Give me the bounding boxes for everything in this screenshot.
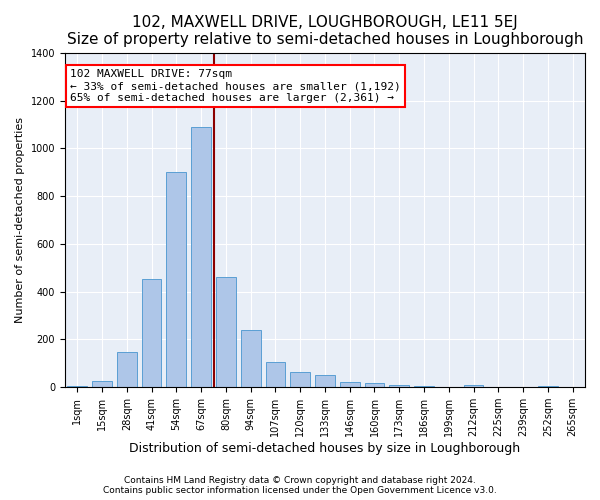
- Bar: [414, 386, 434, 387]
- Bar: [92, 380, 112, 387]
- Text: 102 MAXWELL DRIVE: 77sqm
← 33% of semi-detached houses are smaller (1,192)
65% o: 102 MAXWELL DRIVE: 77sqm ← 33% of semi-d…: [70, 70, 401, 102]
- X-axis label: Distribution of semi-detached houses by size in Loughborough: Distribution of semi-detached houses by …: [130, 442, 521, 455]
- Bar: [340, 382, 359, 387]
- Bar: [142, 278, 161, 387]
- Bar: [315, 375, 335, 387]
- Bar: [216, 278, 236, 387]
- Bar: [365, 383, 385, 387]
- Bar: [67, 386, 87, 387]
- Title: 102, MAXWELL DRIVE, LOUGHBOROUGH, LE11 5EJ
Size of property relative to semi-det: 102, MAXWELL DRIVE, LOUGHBOROUGH, LE11 5…: [67, 15, 583, 48]
- Bar: [191, 127, 211, 387]
- Bar: [266, 362, 286, 387]
- Bar: [241, 330, 260, 387]
- Bar: [166, 172, 186, 387]
- Bar: [117, 352, 137, 387]
- Bar: [290, 372, 310, 387]
- Bar: [464, 385, 484, 387]
- Bar: [538, 386, 558, 387]
- Y-axis label: Number of semi-detached properties: Number of semi-detached properties: [15, 117, 25, 323]
- Text: Contains HM Land Registry data © Crown copyright and database right 2024.
Contai: Contains HM Land Registry data © Crown c…: [103, 476, 497, 495]
- Bar: [389, 385, 409, 387]
